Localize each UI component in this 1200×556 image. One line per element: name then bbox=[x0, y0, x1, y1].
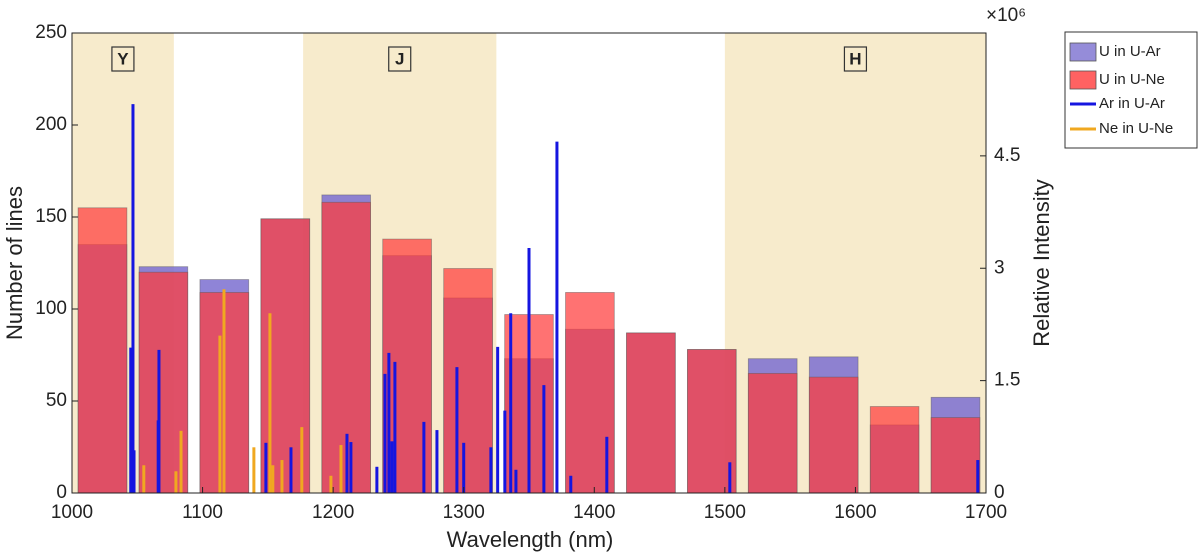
legend-swatch bbox=[1069, 70, 1097, 90]
region-label: H bbox=[849, 49, 861, 68]
x-tick-label: 1000 bbox=[51, 502, 93, 523]
x-tick-label: 1400 bbox=[573, 502, 615, 523]
region-label-box bbox=[111, 46, 135, 72]
region-label-box bbox=[843, 46, 868, 72]
x-tick-label: 1600 bbox=[834, 502, 876, 523]
legend-label: Ne in U-Ne bbox=[1099, 120, 1173, 137]
histogram-bar bbox=[77, 207, 128, 494]
histogram-bar bbox=[869, 406, 920, 494]
y2-axis-label: Relative Intensity bbox=[1029, 179, 1054, 347]
y2-scale-label: ×10⁶ bbox=[986, 5, 1026, 26]
y2-tick-label: 4.5 bbox=[994, 145, 1020, 166]
x-tick-label: 1300 bbox=[443, 502, 485, 523]
y-tick-label: 150 bbox=[35, 206, 67, 227]
histogram-bar bbox=[626, 332, 676, 494]
y-tick-label: 0 bbox=[56, 482, 67, 503]
y-tick-label: 100 bbox=[35, 298, 67, 319]
histogram-bar bbox=[930, 417, 981, 494]
histogram-bar bbox=[687, 349, 737, 494]
legend-swatch bbox=[1069, 42, 1097, 62]
x-tick-label: 1500 bbox=[704, 502, 746, 523]
x-tick-label: 1700 bbox=[965, 502, 1007, 523]
histogram-bar bbox=[747, 372, 798, 494]
plot-frame bbox=[71, 32, 987, 494]
region-label: Y bbox=[117, 49, 129, 68]
y-tick-label: 250 bbox=[35, 22, 67, 43]
histogram-bar bbox=[443, 268, 493, 494]
histogram-bar bbox=[808, 376, 859, 494]
y-tick-label: 50 bbox=[46, 390, 67, 411]
y-axis-label: Number of lines bbox=[2, 186, 27, 340]
x-axis-label: Wavelength (nm) bbox=[447, 527, 614, 552]
x-tick-label: 1200 bbox=[312, 502, 354, 523]
legend-label: U in U-Ar bbox=[1099, 43, 1161, 60]
y2-tick-label: 3 bbox=[994, 257, 1005, 278]
region-label-box bbox=[388, 46, 412, 72]
legend-label: U in U-Ne bbox=[1099, 71, 1165, 88]
y2-tick-label: 1.5 bbox=[994, 370, 1020, 391]
region-label: J bbox=[395, 49, 404, 68]
y2-tick-label: 0 bbox=[994, 482, 1005, 503]
legend-label: Ar in U-Ar bbox=[1099, 95, 1165, 112]
y-tick-label: 200 bbox=[35, 114, 67, 135]
x-tick-label: 1100 bbox=[182, 502, 223, 523]
